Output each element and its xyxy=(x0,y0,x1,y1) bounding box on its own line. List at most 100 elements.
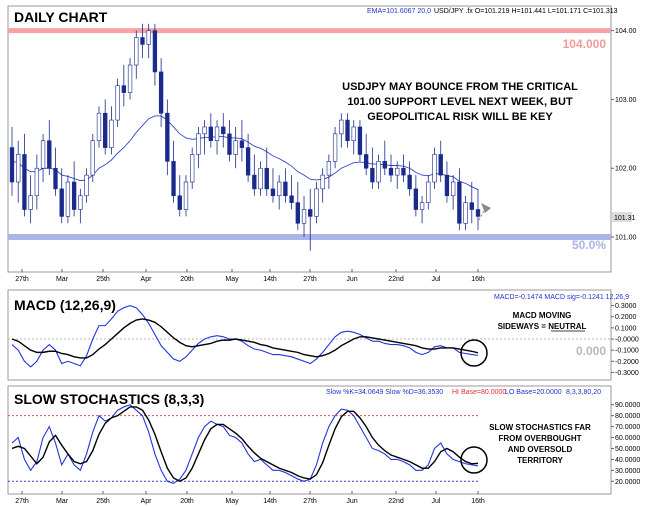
candle xyxy=(59,168,64,224)
price-x-tick-label: 27th xyxy=(303,276,317,283)
price-y-tick-label: 102.00 xyxy=(615,166,637,173)
price-annotation-line-1: USDJPY MAY BOUNCE FROM THE CRITICAL xyxy=(342,81,578,93)
macd-annotation-line-2: SIDEWAYS = NEUTRAL xyxy=(498,322,587,331)
price-x-tick-label: Mar xyxy=(56,276,69,283)
bottom-x-tick-label: Jun xyxy=(346,498,357,505)
bottom-x-tick-label: 27th xyxy=(15,498,29,505)
candle xyxy=(78,188,83,224)
macd-series xyxy=(11,304,479,368)
candle xyxy=(134,30,139,79)
macd-panel-frame xyxy=(7,289,612,381)
macd-signal-line xyxy=(11,318,479,359)
macd-info: MACD=-0.1474 MACD sig=-0.1241 12,26,9 xyxy=(494,294,629,301)
stoch-params-label: 8,3,3,80,20 xyxy=(566,389,601,396)
price-x-tick-label: 16th xyxy=(471,276,485,283)
price-panel-frame xyxy=(7,5,612,273)
stoch-y-tick-label: 40.0000 xyxy=(615,457,640,464)
candle xyxy=(326,154,332,189)
candle xyxy=(413,175,419,217)
stoch-y-tick-label: 70.0000 xyxy=(615,424,640,431)
candle xyxy=(432,147,437,189)
candle xyxy=(208,113,213,148)
candle xyxy=(457,168,462,231)
macd-highlight-circle xyxy=(460,339,488,367)
macd-y-tick-label: -0.1000 xyxy=(615,348,639,355)
bottom-x-tick-label: 14th xyxy=(263,498,277,505)
candle xyxy=(245,133,251,182)
candle xyxy=(444,161,450,203)
candle xyxy=(158,58,164,127)
candle xyxy=(121,65,127,107)
price-x-tick-label: Jul xyxy=(432,276,441,283)
stoch-lo-base-label: LO Base=20.0000 xyxy=(505,389,562,396)
stoch-y-tick-label: 80.0000 xyxy=(615,413,640,420)
stoch-highlight-circle xyxy=(460,446,488,474)
candle xyxy=(190,147,195,189)
macd-y-tick-label: -0.2000 xyxy=(615,359,639,366)
stoch-annotation-line-1: SLOW STOCHASTICS FAR xyxy=(489,423,591,432)
candle xyxy=(475,188,481,231)
price-x-tick-label: 25th xyxy=(96,276,110,283)
candle xyxy=(16,140,21,203)
candle xyxy=(221,113,226,148)
bottom-x-tick-label: Mar xyxy=(56,498,69,505)
current-price-label: 101.31 xyxy=(614,215,636,222)
macd-zero-label: 0.000 xyxy=(576,344,606,358)
candle xyxy=(289,175,294,210)
candle xyxy=(9,126,15,196)
candle xyxy=(283,168,288,203)
candle xyxy=(103,99,108,155)
stoch-k-line xyxy=(11,404,479,485)
stoch-d-line xyxy=(11,406,479,483)
macd-axis: 0.3000 0.2000 0.1000 -0.0000 -0.1000 -0.2000 -… xyxy=(611,303,639,377)
candle xyxy=(376,154,381,189)
bottom-x-tick-label: May xyxy=(225,498,239,505)
candle xyxy=(227,120,232,162)
candle xyxy=(65,175,71,224)
ema-line xyxy=(11,115,479,190)
candle xyxy=(395,161,400,189)
stoch-info: Slow %K=34.0649 Slow %D=36.3530 xyxy=(326,389,443,396)
candle xyxy=(53,147,58,196)
candle xyxy=(295,182,300,231)
candle xyxy=(258,161,263,196)
candle xyxy=(40,133,46,182)
candle xyxy=(357,120,363,162)
stoch-title: SLOW STOCHASTICS (8,3,3) xyxy=(14,391,204,407)
candle xyxy=(177,175,182,217)
price-x-tick-label: 27th xyxy=(15,276,29,283)
candle xyxy=(277,175,282,210)
candle xyxy=(351,120,356,155)
candle xyxy=(71,161,77,217)
bottom-x-tick-label: Apr xyxy=(141,498,153,505)
candle xyxy=(339,113,344,148)
stochastics-panel-frame xyxy=(7,385,612,495)
macd-annotation-line-1: MACD MOVING xyxy=(513,311,572,320)
candle xyxy=(270,168,276,203)
candle xyxy=(109,106,114,155)
macd-y-tick-label: -0.0000 xyxy=(615,337,639,344)
price-x-axis: 27th Mar 25th Apr 20th May 14th 27th Jun 22nd Jul 1… xyxy=(15,269,485,283)
candle xyxy=(47,120,52,176)
price-axis: 104.00 103.00 102.00 101.00 xyxy=(611,28,637,242)
candle xyxy=(469,182,474,224)
candle xyxy=(233,126,238,169)
candle xyxy=(308,188,313,251)
candle xyxy=(28,175,33,224)
candle xyxy=(171,140,176,203)
price-y-tick-label: 103.00 xyxy=(615,97,637,104)
bottom-x-axis: 27th Mar 25th Apr 20th May 14th 27th Jun 22nd Jul 1… xyxy=(15,491,485,505)
stoch-y-tick-label: 60.0000 xyxy=(615,435,640,442)
candle xyxy=(22,133,27,217)
bottom-x-tick-label: 16th xyxy=(471,498,485,505)
price-chart-title: DAILY CHART xyxy=(14,9,108,25)
ema-20-line xyxy=(11,115,479,190)
price-x-tick-label: May xyxy=(225,276,239,283)
candle xyxy=(127,58,133,100)
price-x-tick-label: Jun xyxy=(346,276,357,283)
bottom-x-tick-label: Jul xyxy=(432,498,441,505)
macd-y-tick-label: -0.3000 xyxy=(615,370,639,377)
candle xyxy=(426,175,431,210)
candle xyxy=(252,154,257,196)
candle xyxy=(202,120,207,155)
